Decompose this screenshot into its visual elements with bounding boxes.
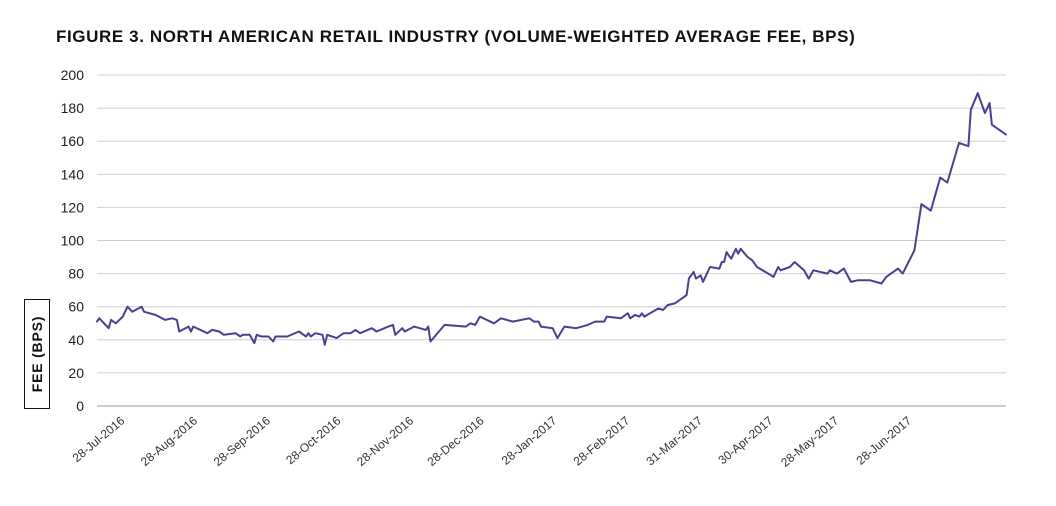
x-tick-label: 28-Aug-2016: [138, 413, 200, 469]
y-tick-label: 140: [61, 166, 85, 182]
x-tick-label: 28-Jan-2017: [499, 413, 560, 467]
y-tick-label: 60: [68, 299, 84, 315]
y-tick-label: 180: [61, 100, 85, 116]
x-tick-label: 28-Sep-2016: [211, 413, 273, 469]
gridlines: [97, 74, 1006, 407]
x-tick-label: 31-Mar-2017: [643, 413, 705, 468]
x-tick-labels: 28-Jul-2016 28-Aug-2016 28-Sep-2016 28-Oct-…: [70, 413, 915, 469]
y-tick-label: 200: [61, 67, 85, 83]
y-tick-label: 80: [68, 266, 84, 282]
chart-title: FIGURE 3. NORTH AMERICAN RETAIL INDUSTRY…: [56, 27, 856, 46]
series-lines: [96, 92, 1007, 346]
y-tick-label: 120: [61, 199, 85, 215]
x-tick-label: 28-May-2017: [778, 413, 841, 469]
y-tick-labels: 0 20 40 60 80 100 120 140 160 180 200: [61, 67, 85, 414]
x-tick-label: 28-Dec-2016: [425, 413, 487, 469]
series-line: [96, 92, 1007, 346]
x-tick-label: 28-Jun-2017: [854, 413, 915, 467]
x-tick-label: 30-Apr-2017: [715, 413, 775, 467]
y-tick-label: 100: [61, 233, 85, 249]
x-tick-label: 28-Feb-2017: [571, 413, 633, 468]
y-tick-label: 160: [61, 133, 85, 149]
x-tick-label: 28-Nov-2016: [354, 413, 416, 469]
y-tick-label: 20: [68, 365, 84, 381]
y-tick-label: 0: [76, 398, 84, 414]
x-tick-label: 28-Oct-2016: [283, 413, 343, 467]
y-axis-label-box: FEE (BPS): [24, 299, 50, 409]
x-tick-label: 28-Jul-2016: [70, 413, 128, 465]
y-tick-label: 40: [68, 332, 84, 348]
